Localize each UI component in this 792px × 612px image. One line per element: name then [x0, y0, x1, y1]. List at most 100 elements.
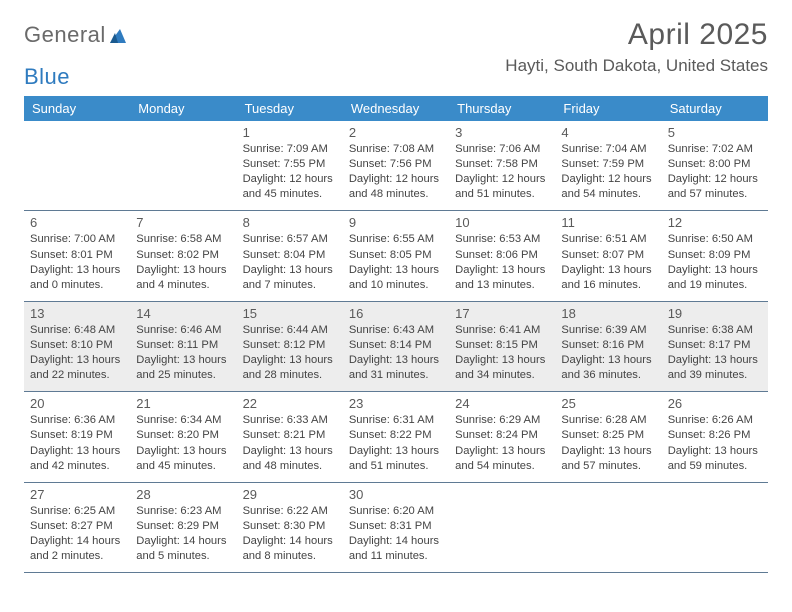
day-daylight: Daylight: 13 hours and 31 minutes.	[349, 353, 443, 383]
day-sunrise: Sunrise: 7:06 AM	[455, 142, 549, 157]
day-sunset: Sunset: 7:59 PM	[561, 157, 655, 172]
day-sunrise: Sunrise: 6:46 AM	[136, 323, 230, 338]
calendar-cell: 12Sunrise: 6:50 AMSunset: 8:09 PMDayligh…	[662, 211, 768, 301]
day-sunrise: Sunrise: 6:43 AM	[349, 323, 443, 338]
day-sunset: Sunset: 8:04 PM	[243, 248, 337, 263]
day-daylight: Daylight: 12 hours and 51 minutes.	[455, 172, 549, 202]
day-number: 27	[30, 487, 124, 502]
day-header: Thursday	[449, 96, 555, 121]
day-number: 9	[349, 215, 443, 230]
day-sunrise: Sunrise: 6:41 AM	[455, 323, 549, 338]
calendar-cell: 19Sunrise: 6:38 AMSunset: 8:17 PMDayligh…	[662, 301, 768, 391]
day-daylight: Daylight: 13 hours and 0 minutes.	[30, 263, 124, 293]
logo-text-general: General	[24, 22, 106, 48]
day-daylight: Daylight: 13 hours and 22 minutes.	[30, 353, 124, 383]
calendar-header-row: Sunday Monday Tuesday Wednesday Thursday…	[24, 96, 768, 121]
day-sunset: Sunset: 8:07 PM	[561, 248, 655, 263]
day-sunset: Sunset: 8:19 PM	[30, 428, 124, 443]
day-sunset: Sunset: 7:58 PM	[455, 157, 549, 172]
day-daylight: Daylight: 12 hours and 48 minutes.	[349, 172, 443, 202]
calendar-cell: 18 Sunrise: 6:39 AMSunset: 8:16 PMDayligh…	[555, 301, 661, 391]
day-sunset: Sunset: 8:21 PM	[243, 428, 337, 443]
day-sunrise: Sunrise: 6:58 AM	[136, 232, 230, 247]
day-sunrise: Sunrise: 6:51 AM	[561, 232, 655, 247]
calendar-cell: 26Sunrise: 6:26 AMSunset: 8:26 PMDayligh…	[662, 392, 768, 482]
calendar-row: 13Sunrise: 6:48 AMSunset: 8:10 PMDayligh…	[24, 301, 768, 391]
day-sunset: Sunset: 8:12 PM	[243, 338, 337, 353]
day-number: 17	[455, 306, 549, 321]
day-number: 25	[561, 396, 655, 411]
day-daylight: Daylight: 13 hours and 13 minutes.	[455, 263, 549, 293]
day-daylight: Daylight: 13 hours and 42 minutes.	[30, 444, 124, 474]
day-sunset: Sunset: 8:01 PM	[30, 248, 124, 263]
day-sunrise: Sunrise: 6:28 AM	[561, 413, 655, 428]
day-sunset: Sunset: 8:16 PM	[561, 338, 655, 353]
calendar-row: 6Sunrise: 7:00 AMSunset: 8:01 PMDaylight…	[24, 211, 768, 301]
day-sunset: Sunset: 8:29 PM	[136, 519, 230, 534]
calendar-cell: 29Sunrise: 6:22 AMSunset: 8:30 PMDayligh…	[237, 482, 343, 572]
day-sunrise: Sunrise: 6:44 AM	[243, 323, 337, 338]
day-number: 15	[243, 306, 337, 321]
day-daylight: Daylight: 14 hours and 5 minutes.	[136, 534, 230, 564]
day-sunset: Sunset: 8:31 PM	[349, 519, 443, 534]
logo: General	[24, 18, 128, 48]
day-number: 18	[561, 306, 655, 321]
calendar-cell: 3 Sunrise: 7:06 AMSunset: 7:58 PMDaylight…	[449, 121, 555, 211]
calendar-cell: 28Sunrise: 6:23 AMSunset: 8:29 PMDayligh…	[130, 482, 236, 572]
day-number: 6	[30, 215, 124, 230]
day-number: 19	[668, 306, 762, 321]
calendar-cell	[449, 482, 555, 572]
calendar-cell: 23Sunrise: 6:31 AMSunset: 8:22 PMDayligh…	[343, 392, 449, 482]
day-sunrise: Sunrise: 6:20 AM	[349, 504, 443, 519]
day-sunset: Sunset: 7:55 PM	[243, 157, 337, 172]
calendar-table: Sunday Monday Tuesday Wednesday Thursday…	[24, 96, 768, 573]
calendar-cell	[555, 482, 661, 572]
day-sunset: Sunset: 8:14 PM	[349, 338, 443, 353]
calendar-cell: 30Sunrise: 6:20 AMSunset: 8:31 PMDayligh…	[343, 482, 449, 572]
day-sunrise: Sunrise: 6:34 AM	[136, 413, 230, 428]
calendar-cell	[662, 482, 768, 572]
day-daylight: Daylight: 13 hours and 36 minutes.	[561, 353, 655, 383]
day-header: Monday	[130, 96, 236, 121]
day-daylight: Daylight: 13 hours and 48 minutes.	[243, 444, 337, 474]
calendar-cell: 8Sunrise: 6:57 AMSunset: 8:04 PMDaylight…	[237, 211, 343, 301]
calendar-cell	[24, 121, 130, 211]
day-daylight: Daylight: 13 hours and 34 minutes.	[455, 353, 549, 383]
day-sunrise: Sunrise: 6:50 AM	[668, 232, 762, 247]
calendar-cell: 27Sunrise: 6:25 AMSunset: 8:27 PMDayligh…	[24, 482, 130, 572]
day-number: 23	[349, 396, 443, 411]
day-sunrise: Sunrise: 6:39 AM	[561, 323, 655, 338]
day-daylight: Daylight: 14 hours and 2 minutes.	[30, 534, 124, 564]
day-daylight: Daylight: 14 hours and 8 minutes.	[243, 534, 337, 564]
day-header: Wednesday	[343, 96, 449, 121]
day-number: 30	[349, 487, 443, 502]
day-number: 7	[136, 215, 230, 230]
calendar-cell: 11Sunrise: 6:51 AMSunset: 8:07 PMDayligh…	[555, 211, 661, 301]
day-number: 1	[243, 125, 337, 140]
calendar-cell: 1Sunrise: 7:09 AMSunset: 7:55 PMDaylight…	[237, 121, 343, 211]
day-sunrise: Sunrise: 7:00 AM	[30, 232, 124, 247]
day-daylight: Daylight: 12 hours and 54 minutes.	[561, 172, 655, 202]
day-number: 4	[561, 125, 655, 140]
day-sunrise: Sunrise: 6:48 AM	[30, 323, 124, 338]
calendar-cell: 4 Sunrise: 7:04 AMSunset: 7:59 PMDaylight…	[555, 121, 661, 211]
day-number: 3	[455, 125, 549, 140]
day-sunrise: Sunrise: 6:23 AM	[136, 504, 230, 519]
day-daylight: Daylight: 12 hours and 57 minutes.	[668, 172, 762, 202]
title-block: April 2025 Hayti, South Dakota, United S…	[505, 18, 768, 76]
day-sunset: Sunset: 8:26 PM	[668, 428, 762, 443]
day-number: 24	[455, 396, 549, 411]
day-sunset: Sunset: 8:30 PM	[243, 519, 337, 534]
calendar-cell: 25Sunrise: 6:28 AMSunset: 8:25 PMDayligh…	[555, 392, 661, 482]
day-sunrise: Sunrise: 7:04 AM	[561, 142, 655, 157]
day-number: 20	[30, 396, 124, 411]
day-daylight: Daylight: 13 hours and 54 minutes.	[455, 444, 549, 474]
calendar-cell: 2Sunrise: 7:08 AMSunset: 7:56 PMDaylight…	[343, 121, 449, 211]
day-sunset: Sunset: 8:10 PM	[30, 338, 124, 353]
day-number: 21	[136, 396, 230, 411]
day-daylight: Daylight: 12 hours and 45 minutes.	[243, 172, 337, 202]
day-sunrise: Sunrise: 6:29 AM	[455, 413, 549, 428]
day-daylight: Daylight: 13 hours and 4 minutes.	[136, 263, 230, 293]
day-sunset: Sunset: 7:56 PM	[349, 157, 443, 172]
day-sunrise: Sunrise: 6:38 AM	[668, 323, 762, 338]
